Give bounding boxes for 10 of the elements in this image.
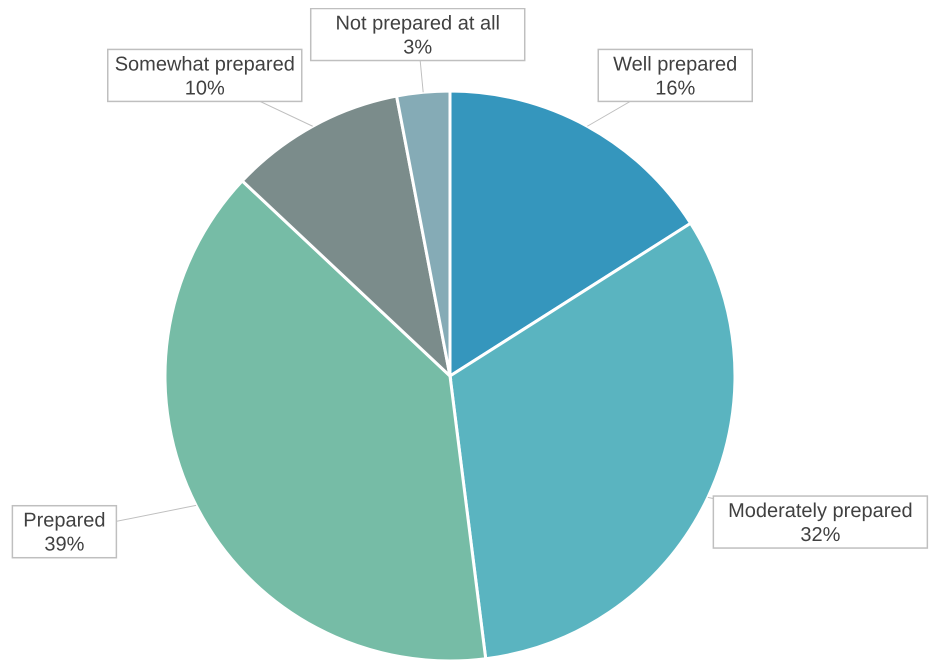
- slice-label: Somewhat prepared: [114, 53, 295, 76]
- slice-label: Moderately prepared: [728, 500, 913, 522]
- data-label: 3%: [403, 36, 432, 59]
- data-label: 10%: [184, 77, 225, 100]
- slice-label: Prepared: [23, 510, 106, 532]
- data-label: 16%: [655, 77, 696, 100]
- slice-label: Well prepared: [613, 53, 738, 76]
- slice-label: Not prepared at all: [335, 12, 500, 35]
- data-label: 32%: [800, 524, 841, 546]
- data-label: 39%: [44, 534, 85, 556]
